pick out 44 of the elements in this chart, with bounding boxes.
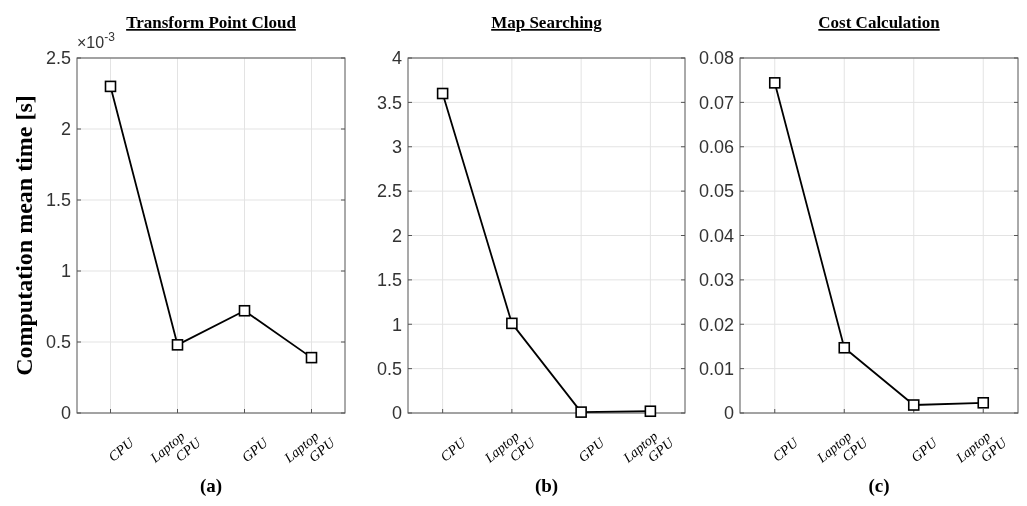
point [838, 341, 851, 354]
chart-title: Map Searching [491, 13, 603, 32]
chart-title: Cost Calculation [818, 13, 941, 32]
y-tick-label: 3.5 [376, 92, 402, 113]
y-tick-label: 0.5 [376, 358, 402, 379]
y-tick-label: 1.5 [45, 190, 71, 211]
point [238, 304, 251, 317]
y-tick-label: 0.01 [698, 358, 734, 379]
text: (c) [868, 475, 890, 497]
y-tick-label: 4 [391, 48, 402, 69]
y-tick-label: 0.03 [698, 270, 734, 291]
text: ×10$^{-3}$ [77, 30, 116, 51]
y-tick-label: 0.5 [45, 332, 71, 353]
y-tick-label: 0.04 [698, 225, 734, 246]
y-tick-label: 0 [391, 403, 402, 424]
point [768, 77, 781, 89]
point [575, 406, 587, 418]
point [644, 405, 657, 418]
y-tick-label: 1 [60, 261, 71, 282]
y-tick-label: 1 [391, 314, 402, 335]
y-tick-label: 2.5 [376, 181, 402, 202]
y-tick-label: 2 [60, 119, 71, 140]
chart-title: Transform Point Cloud [126, 13, 297, 32]
text: (a) [199, 475, 223, 497]
y-axis-title: Computation mean time [s] [11, 95, 37, 376]
y-tick-label: 0 [60, 403, 71, 424]
y-tick-label: 2 [391, 225, 402, 246]
point [506, 317, 518, 330]
y-tick-label: 0.07 [698, 92, 734, 113]
text: (b) [534, 475, 559, 497]
y-tick-label: 2.5 [45, 48, 71, 69]
y-tick-label: 0 [723, 403, 734, 424]
y-tick-label: 0.05 [698, 181, 734, 202]
point [305, 351, 318, 364]
y-tick-label: 1.5 [376, 270, 402, 291]
point [104, 80, 117, 93]
point [171, 339, 184, 351]
point [436, 87, 449, 100]
point [977, 396, 990, 409]
y-tick-label: 0.02 [698, 314, 734, 335]
point [907, 399, 920, 411]
y-tick-label: 3 [391, 137, 402, 158]
y-tick-label: 0.08 [698, 48, 734, 69]
y-tick-label: 0.06 [698, 137, 734, 158]
